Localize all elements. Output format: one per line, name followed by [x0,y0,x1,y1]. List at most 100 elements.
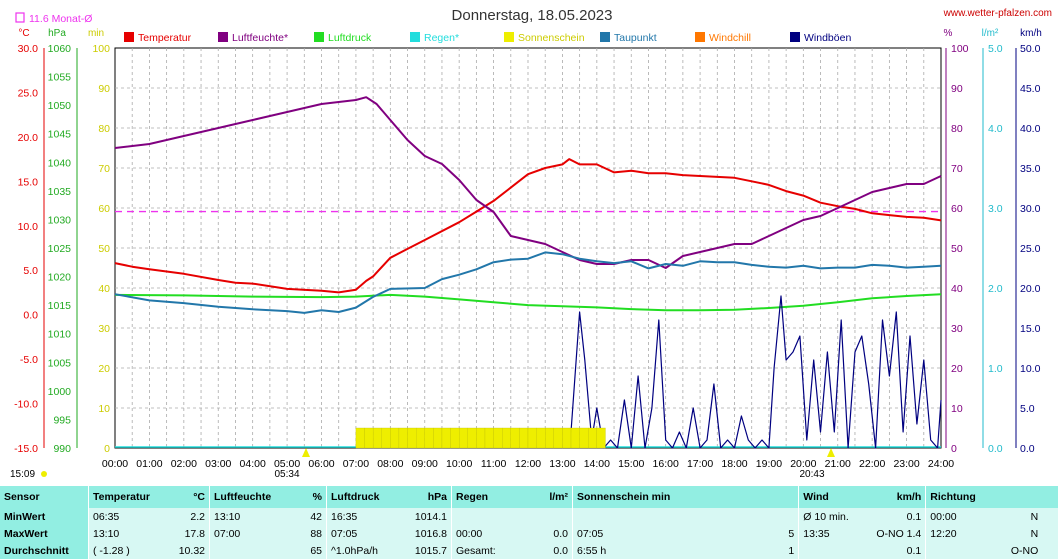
wind-tick-label: 25.0 [1020,243,1041,255]
sunshine-bar [372,427,382,449]
legend-item: Luftdruck [314,32,372,44]
wind-tick-label: 35.0 [1020,163,1041,175]
sun-tick-label: 0 [104,443,110,455]
legend-item: Sonnenschein [504,32,585,44]
stats-cell: 5 [788,527,795,540]
temp-tick-label: 15.0 [18,176,39,188]
stats-cell: 0.1 [906,510,922,523]
legend-swatch [695,32,705,42]
pressure-tick-label: 1020 [48,272,72,284]
series-marks [114,96,942,449]
legend-label: Windböen [804,32,851,44]
time-tick-label: 23:00 [893,458,919,470]
stats-header-sensor: Sensor [4,491,40,503]
pressure-tick-label: 1025 [48,243,72,255]
stats-cell: 2.2 [190,510,205,523]
stats-cell: 07:05 [572,525,737,542]
stats-cell: 65 [310,544,322,557]
stats-cell: 0.0 [553,544,568,557]
legend-item: Windchill [695,32,751,44]
chart-svg: 30.0 25.0 20.0 15.0 10.0 5.0 0.0 -5.0 -10.0 -15.0… [10,7,1052,480]
sun-tick-label: 10 [98,403,110,415]
rain-tick-label: 2.0 [988,283,1003,295]
stats-cell: O-NO [1010,544,1039,557]
sunshine-bar [467,427,477,449]
sunshine-bar [364,427,374,449]
sunrise-marker-icon [302,448,310,457]
time-tick-label: 02:00 [171,458,197,470]
stats-row-min: MinWert 06:35 2.2 13:10 42 16:35 1014.1 … [0,508,1058,525]
time-tick-label: 13:00 [549,458,575,470]
site-url: www.wetter-pfalzen.com [943,8,1052,19]
time-tick-label: 16:00 [653,458,679,470]
rain-tick-label: 4.0 [988,123,1003,135]
stats-cell: 13:10 [88,525,167,542]
stats-header-dir-spacer [994,486,1042,508]
stats-cell: Ø 10 min. [798,508,868,525]
series-line-temperatur [114,158,942,294]
rain-unit: l/m² [982,28,999,39]
humidity-tick-label: 30 [951,323,963,335]
pressure-tick-label: 1040 [48,157,72,169]
stats-header-rain: Regen [451,486,530,508]
time-tick-label: 01:00 [136,458,162,470]
series-line-windböen [561,295,942,449]
stats-cell: 07:05 [326,525,405,542]
stats-cell: 0.1 [906,544,922,557]
stats-cell: 06:35 [88,508,167,525]
stats-cell: 1014.1 [414,510,447,523]
humidity-tick-label: 60 [951,203,963,215]
stats-row-max: MaxWert 13:10 17.8 07:00 88 07:05 1016.8… [0,525,1058,542]
axis-labels: 30.0 25.0 20.0 15.0 10.0 5.0 0.0 -5.0 -10.0 -15.0… [14,43,1041,470]
legend-label: Sonnenschein [518,32,585,44]
sunshine-bar [493,427,503,449]
time-tick-label: 05:00 [274,458,300,470]
legend-swatch [218,32,228,42]
stats-cell [572,508,737,525]
stats-cell: ^1.0hPa/h [326,542,405,559]
stats-cell: 00:00 [451,525,530,542]
time-tick-label: 03:00 [205,458,231,470]
pressure-tick-label: 1030 [48,214,72,226]
time-tick-label: 14:00 [584,458,610,470]
sunshine-bar [588,427,597,449]
humidity-tick-label: 80 [951,123,963,135]
stats-cell: 6:55 h [572,542,737,559]
temp-tick-label: -15.0 [14,443,38,455]
time-tick-label: 12:00 [515,458,541,470]
pressure-tick-label: 1015 [48,300,72,312]
time-tick-label: 00:00 [102,458,128,470]
legend-swatch [314,32,324,42]
grid [43,48,1017,448]
stats-cell: 00:00 [925,508,995,525]
stats-row-avg: Durchschnitt ( -1.28 ) 10.32 65 ^1.0hPa/… [0,542,1058,559]
stats-header-temp-unit: °C [193,491,205,503]
stats-cell: ( -1.28 ) [88,542,167,559]
legend-item: Luftfeuchte* [218,32,288,44]
series-line-taupunkt [114,251,942,314]
time-tick-label: 04:00 [240,458,266,470]
time-tick-label: 07:00 [343,458,369,470]
stats-row-label: MaxWert [0,525,89,542]
temp-tick-label: 10.0 [18,221,39,233]
temp-tick-label: -5.0 [20,354,38,366]
stats-cell: 0.0 [553,527,568,540]
sunshine-bar [407,427,417,449]
sun-tick-label: 90 [98,83,110,95]
sunset-marker-icon [827,448,835,457]
pressure-tick-label: 995 [53,414,71,426]
legend-item: Temperatur [124,32,192,44]
rain-tick-label: 1.0 [988,363,1003,375]
temp-tick-label: 25.0 [18,87,39,99]
sunshine-bar [553,427,563,449]
stats-cell [451,508,530,525]
stats-header-dir: Richtung [925,486,995,508]
stats-cell: N [1030,527,1039,540]
sunrise-label: 05:34 [274,469,299,480]
legend-label: Taupunkt [614,32,657,44]
time-tick-label: 11:00 [481,458,507,470]
sunshine-bar [510,427,520,449]
wind-tick-label: 15.0 [1020,323,1041,335]
sun-unit: min [88,28,104,39]
time-tick-label: 22:00 [859,458,885,470]
